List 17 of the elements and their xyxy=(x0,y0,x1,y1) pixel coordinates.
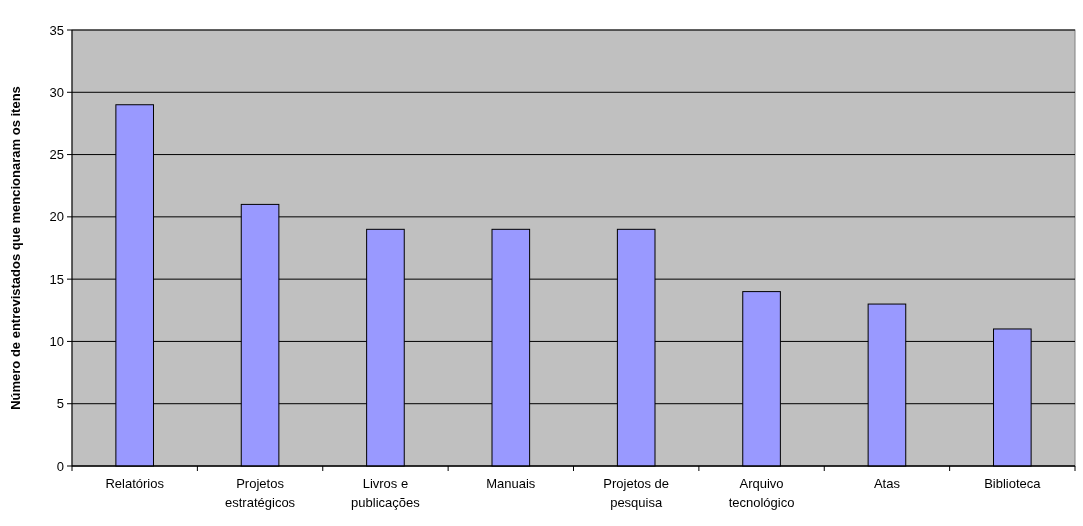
y-tick-label: 30 xyxy=(49,84,64,100)
y-tick-label: 10 xyxy=(49,333,64,349)
x-tick-label: Atas xyxy=(873,476,901,491)
x-tick-label: Livros e publicações xyxy=(351,476,421,510)
x-tick-label: Manuais xyxy=(486,476,536,491)
x-tick-label: Projetos estratégicos xyxy=(225,476,296,510)
y-tick-label: 20 xyxy=(49,209,64,225)
x-tick-label: Biblioteca xyxy=(984,476,1042,491)
y-tick-label: 0 xyxy=(56,458,64,474)
y-tick-label: 35 xyxy=(49,22,64,38)
y-tick-label: 25 xyxy=(49,147,64,163)
y-tick-label: 15 xyxy=(49,271,64,287)
x-tick-label: Arquivo tecnológico xyxy=(728,476,795,510)
x-tick-label: Projetos de pesquisa xyxy=(603,476,670,510)
y-tick-label: 5 xyxy=(56,396,64,412)
x-tick-label: Relatórios xyxy=(105,476,165,491)
y-axis-title: Número de entrevistados que mencionaram os itens xyxy=(8,86,23,410)
